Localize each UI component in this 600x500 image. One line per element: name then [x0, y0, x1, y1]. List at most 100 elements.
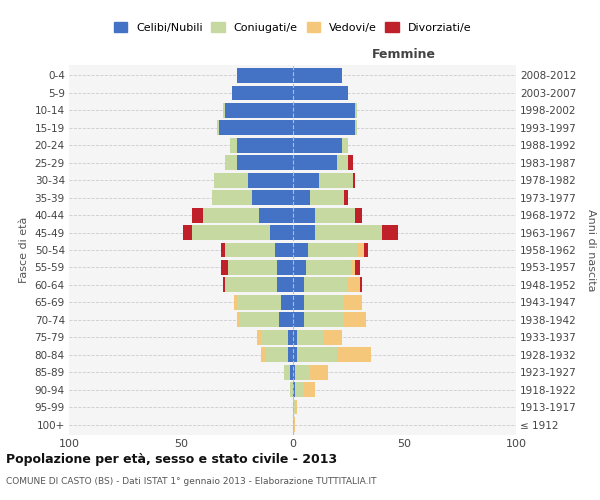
Bar [344, 312, 366, 327]
Bar [293, 208, 315, 222]
Bar [364, 242, 368, 258]
Bar [223, 278, 226, 292]
Bar [266, 348, 288, 362]
Bar [230, 138, 236, 152]
Bar [221, 242, 226, 258]
Bar [217, 120, 219, 135]
Bar [226, 278, 277, 292]
Bar [236, 68, 293, 83]
Bar [288, 348, 293, 362]
Bar [315, 225, 382, 240]
Bar [261, 330, 288, 344]
Bar [341, 138, 349, 152]
Bar [236, 138, 293, 152]
Y-axis label: Anni di nascita: Anni di nascita [586, 209, 596, 291]
Bar [192, 208, 203, 222]
Bar [382, 225, 398, 240]
Bar [214, 173, 248, 188]
Bar [293, 242, 308, 258]
Bar [349, 156, 353, 170]
Bar [203, 208, 259, 222]
Bar [227, 260, 277, 275]
Bar [226, 156, 236, 170]
Bar [297, 330, 324, 344]
Bar [284, 365, 290, 380]
Bar [219, 120, 293, 135]
Bar [183, 225, 192, 240]
Bar [293, 400, 295, 414]
Bar [310, 365, 328, 380]
Bar [293, 348, 297, 362]
Bar [344, 295, 362, 310]
Bar [252, 190, 293, 205]
Bar [290, 382, 293, 397]
Bar [293, 312, 304, 327]
Bar [293, 156, 337, 170]
Bar [277, 260, 293, 275]
Bar [290, 365, 293, 380]
Bar [293, 86, 349, 100]
Bar [355, 120, 358, 135]
Bar [304, 295, 344, 310]
Bar [239, 312, 279, 327]
Bar [293, 330, 297, 344]
Bar [293, 278, 304, 292]
Bar [248, 173, 293, 188]
Bar [293, 68, 341, 83]
Bar [306, 260, 350, 275]
Bar [315, 208, 355, 222]
Bar [293, 120, 355, 135]
Text: COMUNE DI CASTO (BS) - Dati ISTAT 1° gennaio 2013 - Elaborazione TUTTITALIA.IT: COMUNE DI CASTO (BS) - Dati ISTAT 1° gen… [6, 476, 377, 486]
Text: Popolazione per età, sesso e stato civile - 2013: Popolazione per età, sesso e stato civil… [6, 452, 337, 466]
Bar [226, 242, 275, 258]
Bar [304, 278, 349, 292]
Bar [236, 156, 293, 170]
Bar [223, 103, 226, 118]
Bar [235, 295, 236, 310]
Bar [226, 103, 293, 118]
Bar [281, 295, 293, 310]
Bar [277, 278, 293, 292]
Bar [304, 312, 344, 327]
Bar [293, 190, 310, 205]
Legend: Celibi/Nubili, Coniugati/e, Vedovi/e, Divorziati/e: Celibi/Nubili, Coniugati/e, Vedovi/e, Di… [113, 22, 472, 33]
Bar [297, 348, 337, 362]
Bar [353, 173, 355, 188]
Y-axis label: Fasce di età: Fasce di età [19, 217, 29, 283]
Bar [337, 156, 349, 170]
Bar [212, 190, 252, 205]
Bar [261, 348, 266, 362]
Bar [310, 190, 344, 205]
Text: Femmine: Femmine [372, 48, 436, 60]
Bar [304, 382, 315, 397]
Bar [236, 312, 239, 327]
Bar [350, 260, 355, 275]
Bar [293, 138, 341, 152]
Bar [295, 400, 297, 414]
Bar [308, 242, 358, 258]
Bar [293, 295, 304, 310]
Bar [359, 278, 362, 292]
Bar [355, 260, 359, 275]
Bar [295, 382, 304, 397]
Bar [295, 365, 310, 380]
Bar [355, 103, 358, 118]
Bar [221, 260, 227, 275]
Bar [344, 190, 349, 205]
Bar [279, 312, 293, 327]
Bar [293, 417, 295, 432]
Bar [293, 382, 295, 397]
Bar [293, 260, 306, 275]
Bar [358, 242, 364, 258]
Bar [288, 330, 293, 344]
Bar [337, 348, 371, 362]
Bar [257, 330, 261, 344]
Bar [293, 365, 295, 380]
Bar [324, 330, 341, 344]
Bar [319, 173, 353, 188]
Bar [259, 208, 293, 222]
Bar [236, 295, 281, 310]
Bar [270, 225, 293, 240]
Bar [293, 173, 319, 188]
Bar [192, 225, 270, 240]
